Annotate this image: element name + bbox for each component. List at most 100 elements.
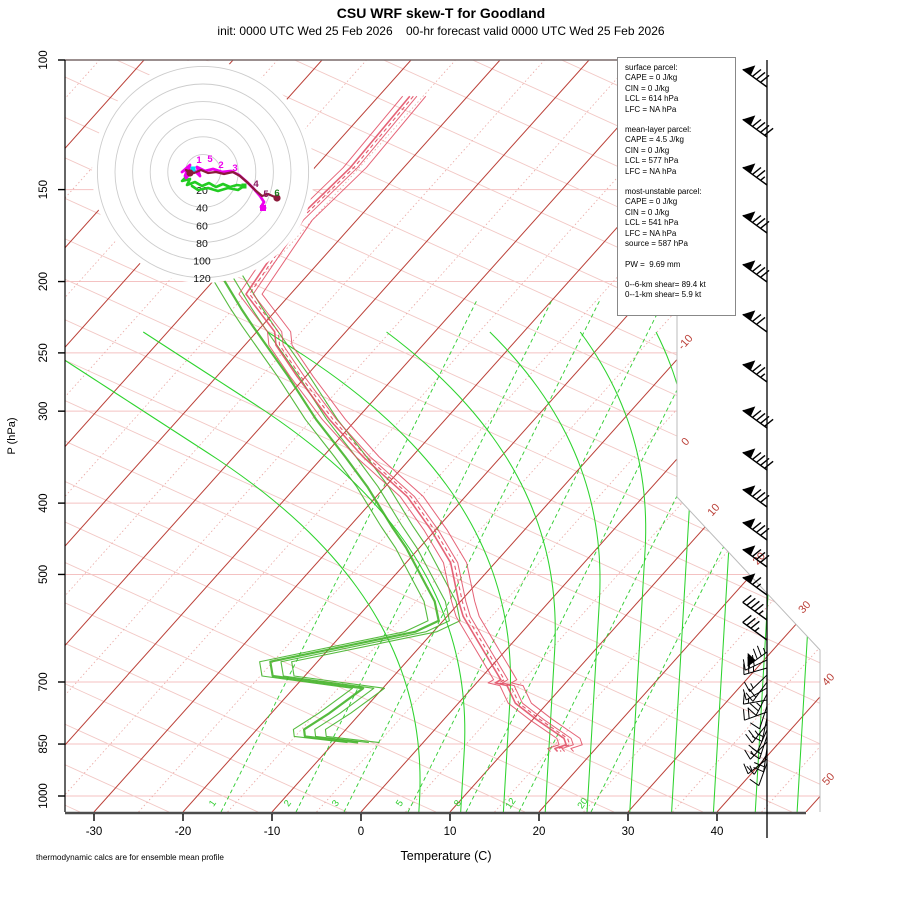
svg-text:2: 2: [282, 798, 294, 809]
parcel-info-section: 0--6-km shear= 89.4 kt 0--1-km shear= 5.9…: [625, 280, 735, 301]
hodograph-height-label: 2: [218, 160, 223, 171]
hodograph-ring-label: 120: [193, 273, 211, 285]
parcel-info-box: surface parcel: CAPE = 0 J/kg CIN = 0 J/kg…: [617, 57, 736, 316]
wind-barb: [742, 163, 768, 186]
wind-barb: [742, 115, 774, 138]
svg-text:-10: -10: [264, 826, 281, 838]
svg-text:12: 12: [503, 796, 518, 811]
svg-text:200: 200: [38, 272, 50, 291]
hodograph-height-label: 1: [196, 155, 202, 166]
svg-text:150: 150: [38, 180, 50, 199]
parcel-info-line: CAPE = 0 J/kg: [625, 73, 678, 83]
parcel-info-line: LFC = NA hPa: [625, 228, 677, 238]
wind-barb: [749, 762, 768, 786]
parcel-info-line: LFC = NA hPa: [625, 104, 677, 114]
parcel-info-line: PW = 9.69 mm: [625, 259, 681, 269]
parcel-info-section: surface parcel: CAPE = 0 J/kg CIN = 0 J/kg…: [625, 63, 735, 115]
hodograph-height-label: 5: [263, 189, 269, 200]
wind-barb: [742, 594, 768, 621]
parcel-info-line: CAPE = 4.5 J/kg: [625, 135, 684, 145]
svg-text:850: 850: [38, 734, 50, 753]
hodograph-ring-label: 60: [196, 220, 208, 232]
hodograph-ring-label: 80: [196, 238, 208, 250]
wind-barb: [742, 707, 768, 721]
hodograph-height-label: 3: [232, 163, 237, 174]
svg-text:1: 1: [207, 798, 219, 809]
parcel-info-line: source = 587 hPa: [625, 239, 688, 249]
svg-text:50: 50: [820, 771, 837, 788]
svg-text:40: 40: [711, 826, 724, 838]
svg-text:30: 30: [622, 826, 635, 838]
parcel-info-line: LFC = NA hPa: [625, 166, 677, 176]
wind-barb: [747, 693, 768, 716]
svg-text:-10: -10: [676, 333, 696, 353]
wind-barb: [750, 735, 768, 760]
parcel-info-section-title: surface parcel:: [625, 63, 678, 72]
y-axis-label: P (hPa): [6, 417, 18, 455]
hodograph-trace-green: [180, 175, 246, 193]
hodograph-height-label: 4: [253, 179, 259, 190]
svg-text:-30: -30: [86, 826, 103, 838]
svg-text:3: 3: [330, 798, 342, 809]
svg-text:-20: -20: [175, 826, 192, 838]
svg-text:20: 20: [575, 796, 590, 811]
parcel-info-line: 0--6-km shear= 89.4 kt: [625, 279, 706, 289]
wind-barb: [742, 545, 770, 568]
wind-barb: [744, 741, 768, 760]
wind-barb: [742, 485, 770, 508]
parcel-info-section: most-unstable parcel: CAPE = 0 J/kg CIN = …: [625, 187, 735, 249]
svg-text:20: 20: [533, 826, 546, 838]
parcel-info-line: CIN = 0 J/kg: [625, 145, 670, 155]
axis-ticks: -30 -20 -10 0 10 20 30 401001502002503004005007…: [38, 50, 723, 838]
hodograph-ring-label: 20: [196, 185, 208, 197]
mixing-ratio-labels: 1 2 3 5 8 12 20: [207, 796, 591, 811]
moist-adiabat-lines: [65, 331, 820, 812]
wind-barb: [742, 360, 768, 383]
hodograph-trace-magenta: [180, 163, 267, 210]
hodograph-height-label: 5: [207, 154, 213, 165]
hodograph-trace-maroon: [184, 168, 279, 200]
svg-text:400: 400: [38, 494, 50, 513]
svg-text:700: 700: [38, 672, 50, 691]
svg-text:100: 100: [38, 50, 50, 69]
parcel-info-line: CAPE = 0 J/kg: [625, 197, 678, 207]
wind-barb: [742, 211, 770, 234]
svg-text:0: 0: [358, 826, 364, 838]
parcel-info-line: CIN = 0 J/kg: [625, 207, 670, 217]
parcel-info-section-title: mean-layer parcel:: [625, 125, 692, 135]
dewpoint-profile: [208, 272, 461, 744]
wind-barb: [743, 674, 768, 693]
wind-barb: [742, 448, 774, 471]
wind-barb: [742, 260, 770, 283]
wind-barb: [747, 645, 768, 667]
parcel-info-line: LCL = 577 hPa: [625, 156, 679, 166]
wind-barb: [742, 406, 774, 429]
x-axis-label: Temperature (C): [400, 849, 492, 863]
svg-text:30: 30: [796, 599, 813, 616]
parcel-info-section: PW = 9.69 mm: [625, 260, 735, 270]
wind-barb: [743, 758, 768, 775]
hodograph-ring-label: 40: [196, 203, 208, 215]
wind-barb: [750, 705, 768, 730]
wind-barbs: [742, 60, 774, 838]
svg-text:1000: 1000: [38, 783, 50, 809]
svg-text:10: 10: [705, 502, 722, 519]
parcel-info-line: 0--1-km shear= 5.9 kt: [625, 290, 702, 300]
wind-barb: [742, 518, 770, 541]
parcel-info-line: LCL = 541 hPa: [625, 218, 679, 228]
temperature-profile: [238, 95, 583, 753]
svg-text:40: 40: [820, 671, 837, 688]
svg-text:0: 0: [679, 436, 692, 449]
parcel-info-section-title: most-unstable parcel:: [625, 187, 702, 197]
hodograph-ring-label: 100: [193, 256, 211, 268]
svg-text:5: 5: [394, 798, 406, 809]
chart-subtitle: init: 0000 UTC Wed 25 Feb 2026 00-hr for…: [217, 24, 665, 38]
svg-text:250: 250: [38, 343, 50, 362]
svg-text:10: 10: [444, 826, 457, 838]
wind-barb: [742, 687, 768, 701]
wind-barb: [742, 310, 768, 333]
svg-text:300: 300: [38, 402, 50, 421]
